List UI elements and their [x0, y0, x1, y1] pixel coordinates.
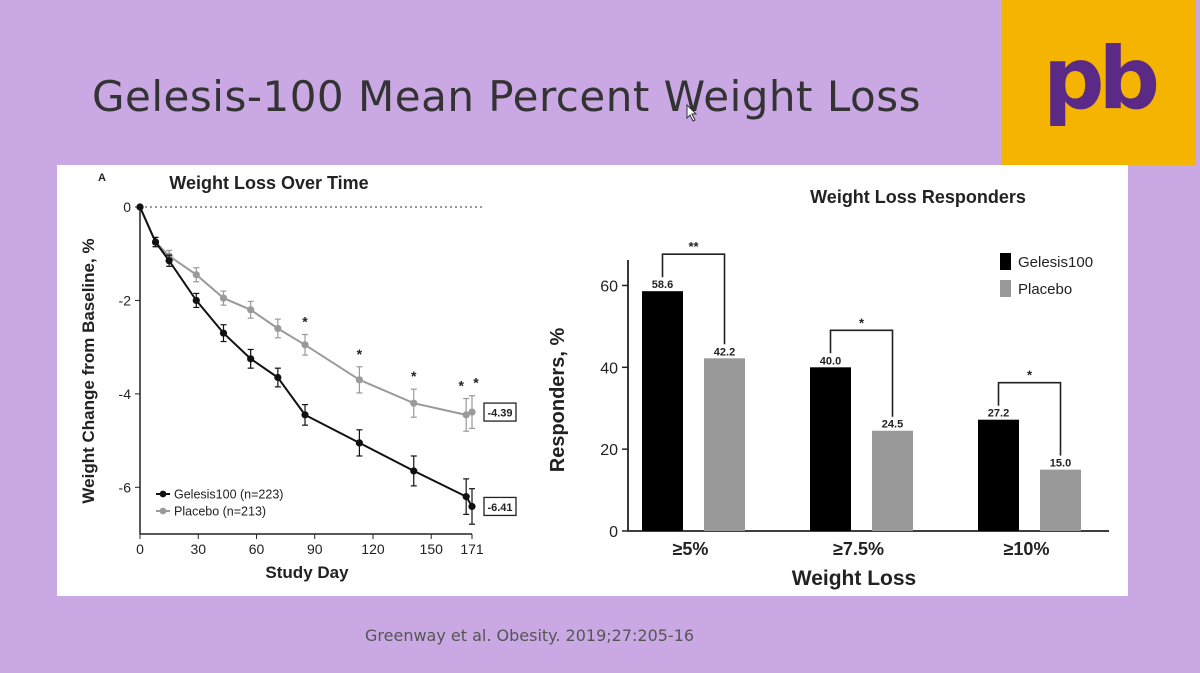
data-point: [247, 306, 255, 314]
legend-label: Placebo (n=213): [174, 505, 266, 519]
data-point: [301, 411, 309, 419]
bar-value-label: 24.5: [882, 419, 903, 431]
bar-value-label: 42.2: [714, 346, 735, 358]
y-axis-label: Weight Change from Baseline, %: [79, 238, 98, 503]
bar: [810, 367, 851, 531]
x-tick-label: ≥5%: [673, 539, 709, 559]
significance-star: *: [1027, 368, 1033, 383]
data-point: [462, 411, 470, 419]
data-point: [165, 257, 173, 265]
data-point: [355, 376, 363, 384]
significance-star: *: [473, 375, 479, 391]
x-tick-label: 60: [249, 541, 265, 557]
significance-star: **: [688, 239, 699, 254]
y-tick-label: 20: [600, 442, 618, 459]
significance-bracket: [829, 329, 894, 417]
line-chart: A Weight Loss Over Time 0 -2 -4 -6 0 30 60 90 120 1…: [79, 172, 517, 582]
data-point: [301, 341, 309, 349]
legend-label: Placebo: [1018, 281, 1072, 298]
data-point: [468, 408, 476, 416]
y-tick-label: 0: [123, 199, 131, 215]
bar-value-label: 27.2: [988, 408, 1009, 420]
series-line: [139, 206, 473, 507]
data-point: [468, 502, 476, 511]
legend-marker: [159, 490, 167, 498]
chart-title: Weight Loss Responders: [810, 187, 1026, 207]
bar: [1040, 469, 1081, 531]
x-axis-label: Weight Loss: [792, 567, 916, 590]
bar: [872, 430, 913, 531]
legend-label: Gelesis100: [1018, 254, 1093, 271]
significance-star: *: [357, 346, 363, 362]
data-point: [355, 439, 363, 447]
x-tick-label: ≥10%: [1004, 539, 1050, 559]
chart-title: Weight Loss Over Time: [169, 173, 368, 193]
x-tick-label: 0: [136, 541, 144, 557]
data-point: [410, 399, 418, 407]
y-tick-label: 0: [609, 524, 618, 541]
data-point: [247, 355, 255, 363]
bar: [642, 291, 683, 531]
y-tick-label: -6: [119, 479, 132, 495]
bar-value-label: 40.0: [820, 355, 841, 367]
x-tick-label: 90: [307, 541, 323, 557]
bar-chart: Weight Loss Responders 0 20 40 60 Responders,…: [547, 187, 1109, 590]
data-point: [136, 203, 144, 211]
slide-title: Gelesis-100 Mean Percent Weight Loss: [92, 72, 921, 121]
chart-panel: A Weight Loss Over Time 0 -2 -4 -6 0 30 60 90 120 1…: [57, 165, 1128, 596]
data-point: [410, 467, 418, 475]
significance-star: *: [458, 378, 464, 394]
data-point: [192, 271, 200, 279]
legend-marker: [159, 507, 167, 515]
legend-swatch: [1000, 253, 1011, 270]
y-tick-label: -2: [119, 292, 132, 308]
legend-label: Gelesis100 (n=223): [174, 488, 283, 502]
x-tick-label: 30: [190, 541, 206, 557]
data-point: [151, 238, 160, 246]
bar-value-label: 58.6: [652, 279, 673, 291]
logo: pb: [1001, 0, 1196, 165]
y-tick-label: 40: [600, 360, 618, 377]
y-tick-label: 60: [600, 278, 618, 295]
bar-value-label: 15.0: [1050, 458, 1071, 470]
significance-star: *: [859, 315, 865, 330]
significance-bracket: [997, 381, 1062, 456]
x-tick-label: ≥7.5%: [833, 539, 884, 559]
legend-swatch: [1000, 280, 1011, 297]
citation: Greenway et al. Obesity. 2019;27:205-16: [365, 626, 695, 645]
end-value-label: -4.39: [487, 408, 512, 420]
significance-star: *: [302, 314, 308, 330]
logo-text: pb: [1042, 28, 1160, 129]
y-axis-label: Responders, %: [547, 328, 569, 473]
series-gelesis100: [136, 203, 476, 525]
data-point: [462, 493, 470, 501]
x-axis-label: Study Day: [265, 563, 349, 582]
significance-star: *: [411, 368, 417, 384]
bar: [978, 419, 1019, 531]
data-point: [219, 294, 228, 302]
series-line: [139, 206, 473, 416]
mouse-cursor-icon: [686, 104, 698, 122]
x-tick-label: 150: [420, 541, 444, 557]
end-value-box: [483, 496, 517, 517]
x-tick-label: 120: [361, 541, 385, 557]
significance-bracket: [661, 253, 726, 345]
chart-figure: A Weight Loss Over Time 0 -2 -4 -6 0 30 60 90 120 1…: [79, 172, 1109, 590]
data-point: [274, 373, 282, 382]
y-tick-label: -4: [119, 386, 132, 402]
bar: [704, 358, 745, 531]
panel-label: A: [98, 172, 106, 184]
end-value-label: -6.41: [487, 502, 512, 514]
x-tick-label: 171: [460, 541, 484, 557]
data-point: [219, 329, 228, 337]
end-value-box: [483, 402, 517, 422]
data-point: [192, 296, 200, 305]
data-point: [274, 324, 282, 333]
